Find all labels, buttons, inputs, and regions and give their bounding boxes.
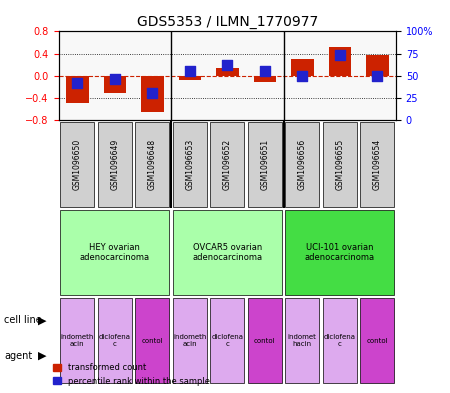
Text: GSM1096654: GSM1096654 xyxy=(373,138,382,190)
Text: ▶: ▶ xyxy=(38,351,47,361)
Bar xyxy=(104,75,126,93)
Bar xyxy=(291,59,314,75)
Point xyxy=(299,72,306,79)
Point xyxy=(336,52,343,59)
Text: GSM1096650: GSM1096650 xyxy=(73,138,82,190)
Bar xyxy=(253,75,276,82)
Point xyxy=(74,79,81,86)
Point xyxy=(186,68,194,74)
FancyBboxPatch shape xyxy=(323,299,356,384)
FancyBboxPatch shape xyxy=(285,210,394,295)
FancyBboxPatch shape xyxy=(173,210,282,295)
Text: indometh
acin: indometh acin xyxy=(61,334,94,347)
FancyBboxPatch shape xyxy=(211,299,244,384)
Text: GSM1096655: GSM1096655 xyxy=(335,138,344,190)
Text: OVCAR5 ovarian
adenocarcinoma: OVCAR5 ovarian adenocarcinoma xyxy=(192,243,262,262)
Point xyxy=(374,72,381,79)
Text: HEY ovarian
adenocarcinoma: HEY ovarian adenocarcinoma xyxy=(80,243,150,262)
Point xyxy=(261,68,268,74)
Text: diclofena
c: diclofena c xyxy=(324,334,356,347)
Text: indomet
hacin: indomet hacin xyxy=(288,334,317,347)
Bar xyxy=(179,75,201,80)
Text: ▶: ▶ xyxy=(38,315,47,325)
Bar xyxy=(328,48,351,75)
Point xyxy=(111,76,118,82)
FancyBboxPatch shape xyxy=(60,299,94,384)
FancyBboxPatch shape xyxy=(98,121,131,207)
FancyBboxPatch shape xyxy=(60,210,169,295)
Text: contol: contol xyxy=(254,338,275,344)
FancyBboxPatch shape xyxy=(248,299,282,384)
Text: GSM1096651: GSM1096651 xyxy=(260,138,269,190)
Text: GSM1096649: GSM1096649 xyxy=(110,138,119,190)
FancyBboxPatch shape xyxy=(360,121,394,207)
Text: GSM1096653: GSM1096653 xyxy=(185,138,194,190)
Bar xyxy=(66,75,89,103)
FancyBboxPatch shape xyxy=(360,299,394,384)
Text: cell line: cell line xyxy=(4,315,42,325)
Text: indometh
acin: indometh acin xyxy=(173,334,207,347)
Point xyxy=(148,90,156,96)
Text: contol: contol xyxy=(366,338,388,344)
Bar xyxy=(141,75,163,112)
Text: GSM1096652: GSM1096652 xyxy=(223,138,232,190)
Text: GSM1096648: GSM1096648 xyxy=(148,138,157,190)
Point xyxy=(224,62,231,68)
Bar xyxy=(216,68,239,75)
FancyBboxPatch shape xyxy=(285,299,319,384)
FancyBboxPatch shape xyxy=(285,121,319,207)
Bar xyxy=(366,55,388,75)
Title: GDS5353 / ILMN_1770977: GDS5353 / ILMN_1770977 xyxy=(137,15,318,29)
Text: UCI-101 ovarian
adenocarcinoma: UCI-101 ovarian adenocarcinoma xyxy=(305,243,375,262)
FancyBboxPatch shape xyxy=(60,121,94,207)
Text: agent: agent xyxy=(4,351,33,361)
FancyBboxPatch shape xyxy=(173,121,207,207)
FancyBboxPatch shape xyxy=(135,299,169,384)
FancyBboxPatch shape xyxy=(248,121,282,207)
Text: contol: contol xyxy=(141,338,163,344)
Text: diclofena
c: diclofena c xyxy=(99,334,131,347)
FancyBboxPatch shape xyxy=(98,299,131,384)
FancyBboxPatch shape xyxy=(211,121,244,207)
FancyBboxPatch shape xyxy=(135,121,169,207)
Text: GSM1096656: GSM1096656 xyxy=(298,138,307,190)
Legend: transformed count, percentile rank within the sample: transformed count, percentile rank withi… xyxy=(49,360,213,389)
FancyBboxPatch shape xyxy=(323,121,356,207)
FancyBboxPatch shape xyxy=(173,299,207,384)
Text: diclofena
c: diclofena c xyxy=(211,334,243,347)
